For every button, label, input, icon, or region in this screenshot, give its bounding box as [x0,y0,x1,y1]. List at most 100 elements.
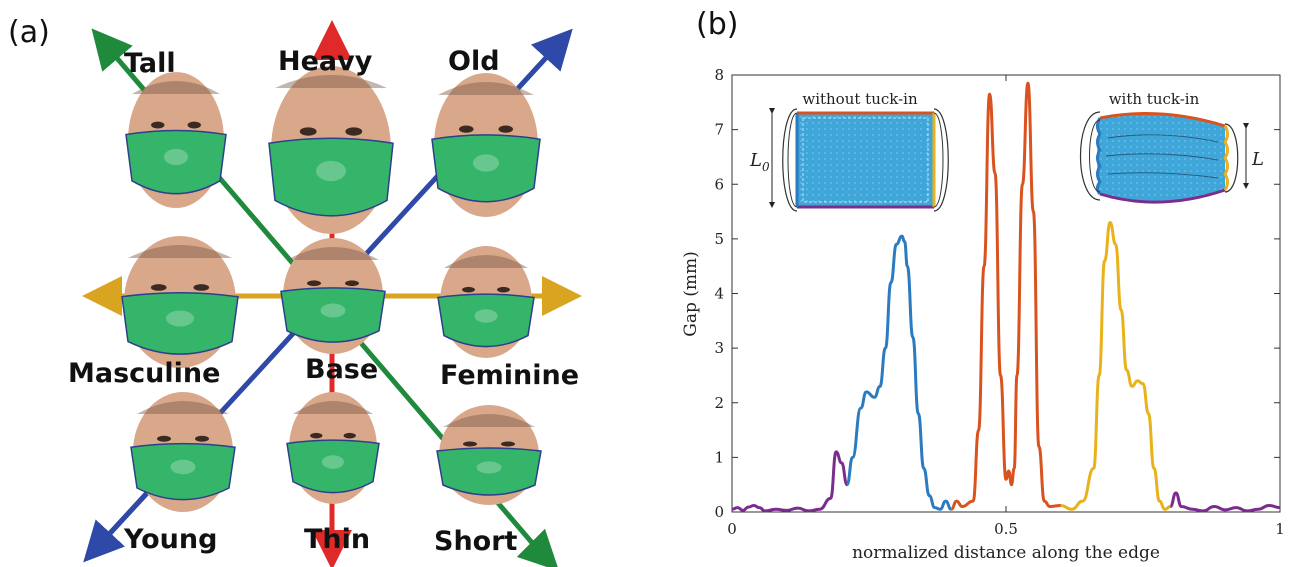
mask-highlight [166,310,194,327]
panel-b-label: (b) [696,7,738,42]
mask-highlight [322,455,344,469]
hair [443,414,535,427]
eye-right [501,441,515,447]
face-grid [121,66,542,512]
series-line-3 [1060,220,1171,511]
series-line-4 [1169,491,1281,513]
face-short [436,405,542,505]
panel-a-label: (a) [8,15,50,50]
face-mask [121,292,239,355]
inset-without-tuck-in: without tuck-in L0 [749,90,949,212]
label-old: Old [448,46,500,77]
x-tick-label: 0.5 [994,520,1018,538]
eye-right [193,284,210,291]
ear-loop-right-inset-left [1079,111,1101,201]
eye-right [498,125,514,133]
hair [275,75,387,88]
y-tick-label: 3 [714,339,724,357]
face-mask [268,137,394,217]
mask-highlight [170,459,196,475]
short-arrowhead [516,528,560,567]
mask-tucked-bottom-edge [1099,188,1226,204]
label-feminine: Feminine [440,360,579,391]
x-tick-label: 1 [1275,520,1285,538]
face-feminine [437,246,535,358]
y-tick-label: 2 [714,394,724,412]
series-line-2 [950,81,1061,511]
label-base: Base [305,354,378,385]
mask-tucked-left-edge [1096,117,1102,195]
eye-left [150,284,167,291]
face-mask [436,447,542,496]
series-group [731,81,1281,513]
inset-left-title: without tuck-in [802,90,918,108]
eye-right [497,286,510,293]
mask-tucked-right-edge [1223,125,1229,191]
y-tick-label: 4 [714,285,724,303]
eye-right [345,280,359,287]
ear-loop-left [782,108,798,212]
face-mask [437,293,535,348]
series-line-0 [731,450,849,513]
series-line-1 [845,234,952,511]
face-tall [125,72,227,208]
eye-left [310,432,323,439]
hair [132,81,220,94]
eye-left [299,127,317,136]
panel-a: (a) Tall Heavy Old Masculine Base Femini… [8,15,582,567]
face-masculine [121,236,239,368]
face-mask [125,129,227,195]
x-axis-label: normalized distance along the edge [852,543,1160,563]
dimension-l0-label: L0 [749,150,770,174]
eye-right [195,435,209,442]
eye-right [187,121,201,129]
mask-tucked-top-edge [1099,112,1226,128]
inset-right-title: with tuck-in [1109,90,1200,108]
y-tick-label: 0 [714,503,724,521]
dimension-l-label: L [1251,149,1264,170]
x-tick-label: 0 [727,520,737,538]
y-tick-label: 1 [714,448,724,466]
eye-left [458,125,474,133]
y-tick-label: 6 [714,175,724,193]
face-heavy [268,66,394,234]
face-thin [286,392,380,504]
ear-loop-right [933,108,949,212]
eye-left [307,280,321,287]
hair [293,401,373,414]
y-tick-label: 8 [714,66,724,84]
hair [444,255,528,268]
mask-flat-seam [802,117,929,203]
y-tick-label: 5 [714,230,724,248]
eye-left [151,121,165,129]
label-short: Short [434,526,518,557]
label-heavy: Heavy [278,46,373,77]
mask-highlight [316,160,346,182]
mask-highlight [320,303,346,318]
face-base [280,238,386,354]
mask-pleats [1105,134,1219,179]
face-old [431,73,541,217]
ear-loop-right-inset-right [1224,123,1239,193]
face-mask [431,134,541,203]
ear-loop-left-inner [787,112,798,208]
label-masculine: Masculine [68,358,220,389]
ear-loop-right-inner [933,112,944,208]
axis-ticks: 0 1 2 3 4 5 6 7 8 0 0.5 1 [714,66,1284,538]
mask-highlight [473,154,499,172]
eye-right [343,432,356,439]
panel-b: (b) 0 1 2 3 4 5 6 7 8 0 0.5 1 normalized distance a… [681,7,1285,563]
inset-with-tuck-in: with tuck-in L [1079,90,1264,204]
ear-loop-right-inset-left-inner [1089,119,1101,193]
eye-left [157,435,171,442]
hair [438,82,534,95]
eye-right [345,127,363,136]
face-mask [280,287,386,343]
face-mask [286,439,380,494]
hair [287,247,379,260]
hair [137,401,229,414]
y-axis-label: Gap (mm) [681,251,701,337]
label-tall: Tall [124,48,176,79]
mask-highlight [474,309,498,323]
